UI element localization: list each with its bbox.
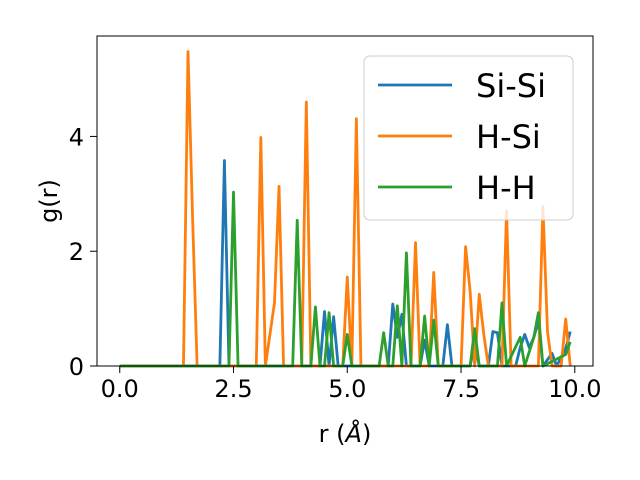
y-tick-label: 4 [69, 123, 84, 151]
x-axis-label: r (Å) [319, 419, 372, 448]
y-axis-label: g(r) [35, 179, 63, 223]
y-tick-label: 2 [69, 238, 84, 266]
x-tick-label: 7.5 [442, 375, 480, 403]
x-tick-label: 2.5 [214, 375, 252, 403]
legend-label-h-si: H-Si [476, 118, 541, 156]
x-tick-label: 0.0 [101, 375, 139, 403]
legend-label-si-si: Si-Si [476, 67, 546, 105]
plot-frame [96, 35, 594, 367]
legend-label-h-h: H-H [476, 169, 536, 207]
x-axis-ticks: 0.0 2.5 5.0 7.5 10.0 [101, 366, 602, 403]
x-tick-label: 10.0 [548, 375, 601, 403]
legend: Si-Si H-Si H-H [363, 55, 574, 221]
x-tick-label: 5.0 [328, 375, 366, 403]
legend-box [363, 55, 574, 221]
y-tick-label: 0 [69, 353, 84, 381]
y-axis-ticks: 0 2 4 [69, 123, 97, 381]
